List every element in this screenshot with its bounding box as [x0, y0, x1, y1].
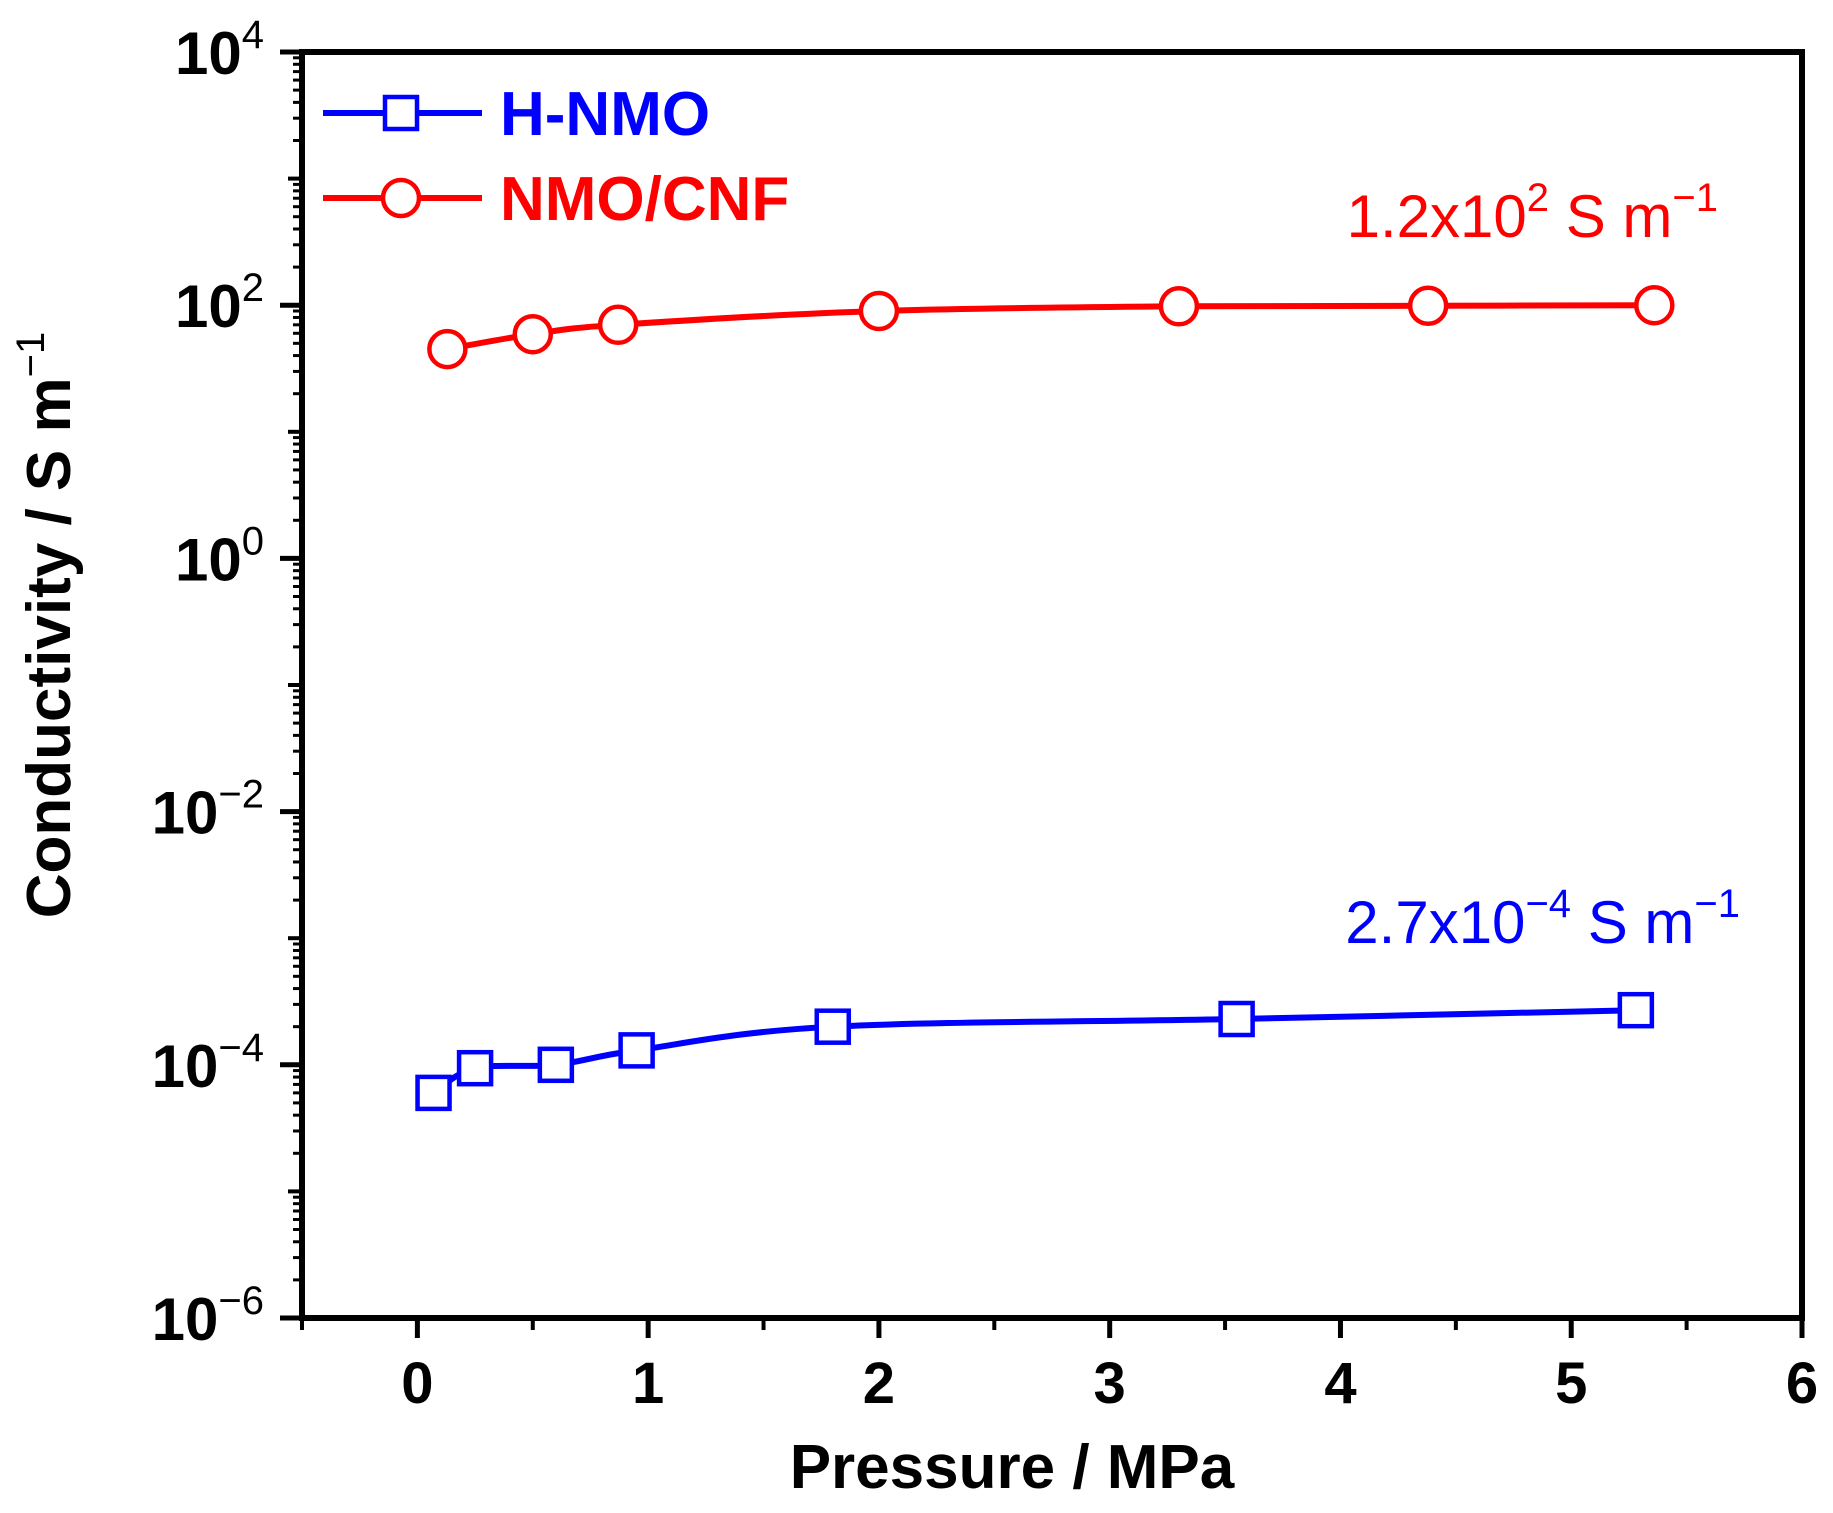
text-layer: 0 1 2 3 4 5 6 10−6 10−4 10−2 100 102 104 Pressure / M… — [9, 13, 1818, 1502]
series-nmo-cnf — [427, 284, 1675, 370]
value-annotation: 2.7x10−4 S m−1 — [1345, 882, 1740, 956]
data-point-circle — [512, 313, 554, 355]
x-axis-title: Pressure / MPa — [790, 1433, 1235, 1502]
legend: H-NMO NMO/CNF — [323, 80, 789, 234]
data-point-circle — [858, 290, 900, 332]
data-point-circle — [1407, 285, 1449, 327]
y-axis-title: Conductivity / S m−1 — [9, 332, 84, 918]
x-tick-label: 0 — [401, 1351, 433, 1416]
data-point-square — [456, 1049, 494, 1087]
data-point-square — [1617, 991, 1655, 1029]
legend-item: H-NMO — [323, 80, 710, 149]
data-point-circle — [597, 304, 639, 346]
y-tick-label: 104 — [175, 13, 264, 87]
x-tick-label: 1 — [632, 1351, 664, 1416]
value-annotation: 1.2x102 S m−1 — [1347, 176, 1718, 250]
legend-label: H-NMO — [500, 80, 710, 149]
y-tick-label: 10−2 — [152, 773, 264, 847]
data-point-square — [618, 1032, 655, 1069]
data-point-square — [537, 1046, 575, 1084]
series-line — [431, 1007, 1636, 1096]
data-point-circle — [427, 328, 468, 370]
data-point-square — [415, 1074, 452, 1112]
legend-item: NMO/CNF — [323, 165, 789, 234]
y-tick-label: 100 — [175, 519, 264, 593]
series-layer — [415, 284, 1675, 1112]
x-tick-label: 3 — [1094, 1351, 1126, 1416]
x-tick-label: 5 — [1555, 1351, 1587, 1416]
y-tick-label: 10−6 — [152, 1279, 264, 1353]
data-point-circle — [1158, 286, 1200, 327]
series-h-nmo — [415, 991, 1655, 1112]
y-tick-label: 10−4 — [152, 1026, 264, 1100]
x-tick-label: 6 — [1786, 1351, 1818, 1416]
legend-marker-square — [382, 94, 420, 132]
data-point-circle — [1634, 284, 1675, 326]
legend-label: NMO/CNF — [500, 165, 789, 234]
x-tick-label: 4 — [1324, 1351, 1356, 1416]
legend-marker-circle — [380, 177, 422, 219]
x-tick-label: 2 — [863, 1351, 895, 1416]
data-point-square — [1218, 1000, 1255, 1038]
data-point-square — [814, 1008, 852, 1045]
axes-layer — [280, 49, 1805, 1338]
y-tick-label: 102 — [175, 266, 264, 340]
